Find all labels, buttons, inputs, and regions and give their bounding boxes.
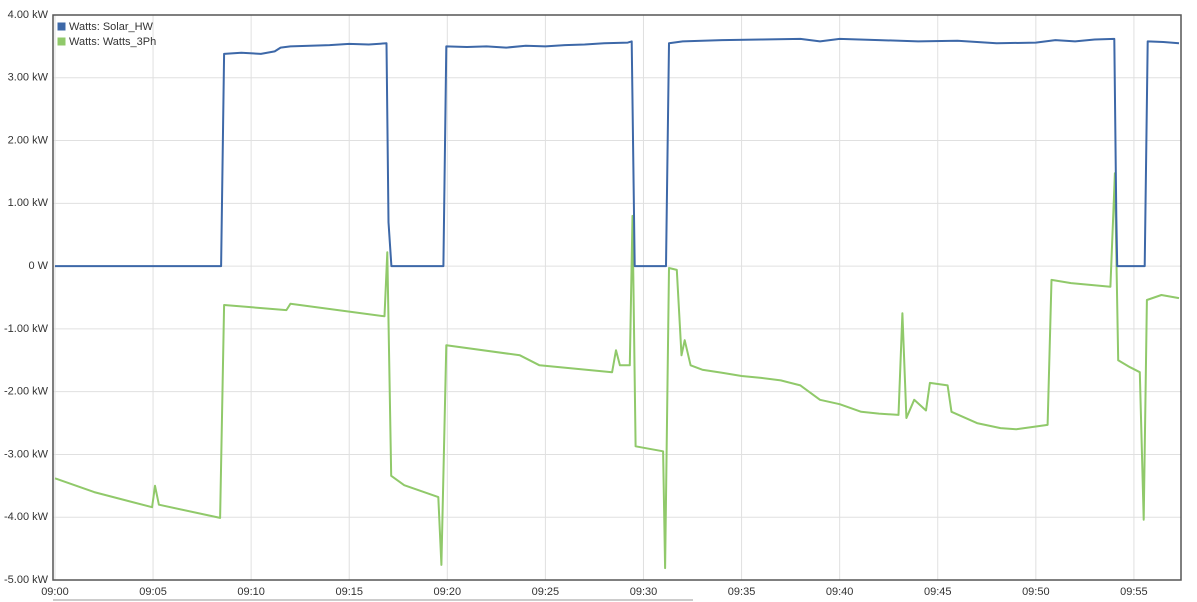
y-tick-label: 0 W bbox=[28, 260, 48, 272]
y-tick-label: 2.00 kW bbox=[8, 134, 49, 146]
x-tick-label: 09:05 bbox=[139, 586, 167, 598]
legend-swatch bbox=[56, 21, 67, 32]
plot-frame bbox=[52, 14, 1182, 581]
x-tick-label: 09:55 bbox=[1120, 586, 1148, 598]
x-tick-label: 09:20 bbox=[434, 586, 462, 598]
y-tick-label: -4.00 kW bbox=[4, 511, 49, 523]
legend-label: Watts: Watts_3Ph bbox=[69, 36, 156, 48]
x-tick-label: 09:25 bbox=[532, 586, 560, 598]
series-line bbox=[55, 37, 1180, 268]
y-tick-label: 1.00 kW bbox=[8, 197, 49, 209]
x-tick-label: 09:00 bbox=[41, 586, 69, 598]
x-tick-label: 09:45 bbox=[924, 586, 952, 598]
x-tick-label: 09:10 bbox=[237, 586, 265, 598]
y-tick-label: -5.00 kW bbox=[4, 574, 49, 586]
x-tick-label: 09:30 bbox=[630, 586, 658, 598]
legend-swatch bbox=[56, 36, 67, 47]
y-tick-label: 3.00 kW bbox=[8, 72, 49, 84]
y-tick-label: -3.00 kW bbox=[4, 448, 49, 460]
y-tick-label: 4.00 kW bbox=[8, 9, 49, 21]
series-line bbox=[54, 172, 1180, 570]
y-tick-label: -1.00 kW bbox=[4, 323, 49, 335]
x-tick-label: 09:15 bbox=[335, 586, 363, 598]
x-tick-label: 09:50 bbox=[1022, 586, 1050, 598]
y-tick-label: -2.00 kW bbox=[4, 386, 49, 398]
legend-label: Watts: Solar_HW bbox=[69, 21, 154, 33]
x-tick-label: 09:35 bbox=[728, 586, 756, 598]
x-tick-label: 09:40 bbox=[826, 586, 854, 598]
